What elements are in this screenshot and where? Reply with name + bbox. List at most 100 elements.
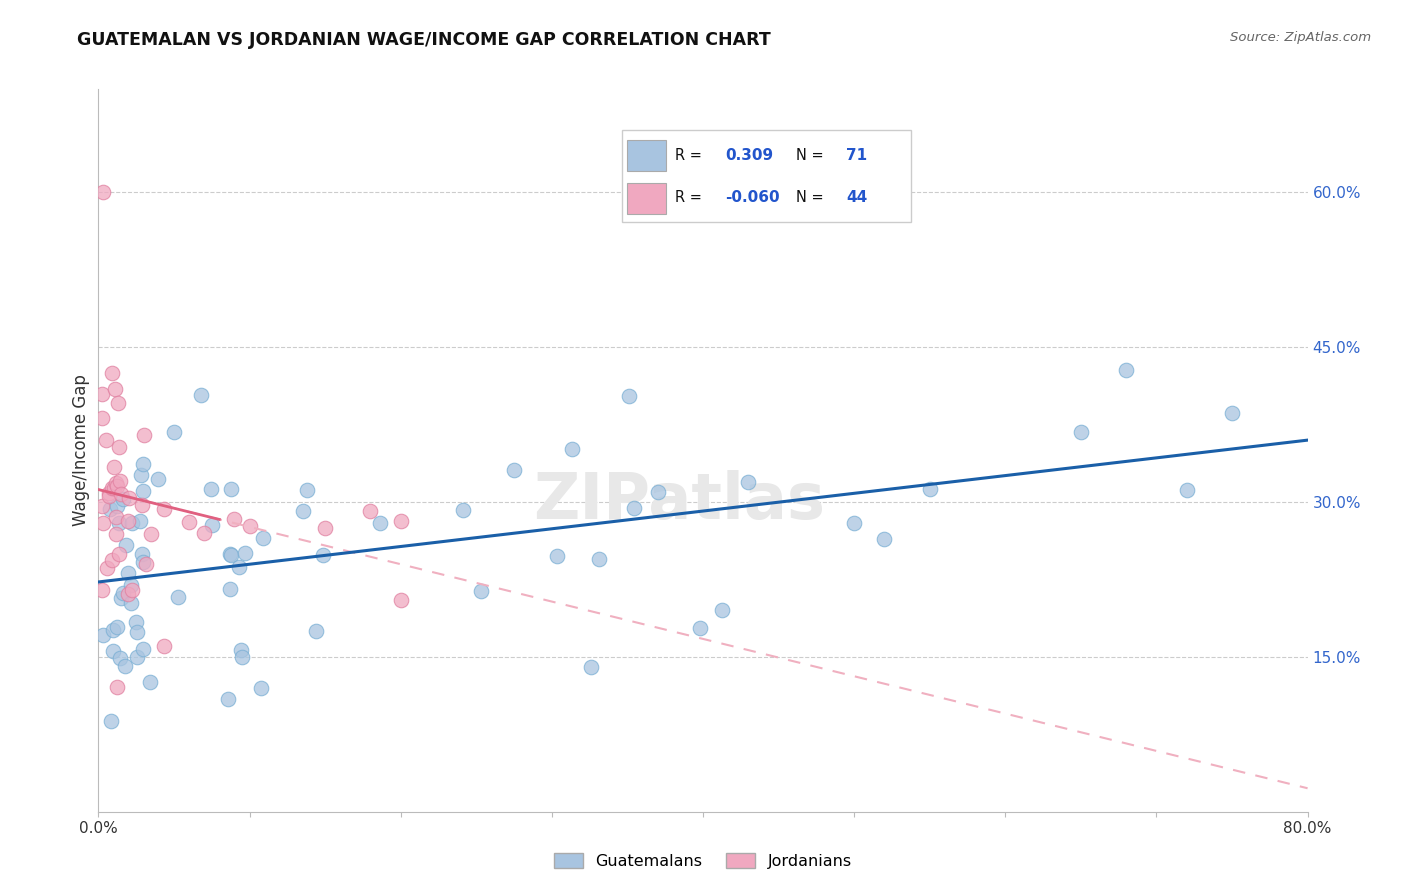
Point (1220, 406, 1243, 420)
Point (121, 516, 143, 530)
Point (1115, 363, 1137, 377)
Point (297, 483, 319, 497)
Point (110, 487, 132, 501)
Point (101, 366, 124, 380)
Point (114, 538, 136, 552)
Point (918, 482, 941, 496)
Point (117, 566, 139, 581)
Point (120, 577, 142, 591)
Point (104, 382, 127, 396)
Point (107, 396, 129, 410)
Text: 44: 44 (846, 190, 868, 205)
Point (368, 516, 391, 530)
Point (360, 504, 382, 518)
Point (470, 584, 492, 599)
Point (647, 485, 669, 500)
Point (121, 582, 143, 597)
FancyBboxPatch shape (627, 183, 666, 214)
Point (179, 516, 201, 530)
FancyBboxPatch shape (621, 130, 911, 222)
Point (218, 547, 240, 561)
Point (90, 387, 112, 401)
Text: 71: 71 (846, 147, 868, 162)
Text: Source: ZipAtlas.com: Source: ZipAtlas.com (1230, 31, 1371, 45)
Point (163, 425, 186, 439)
Point (305, 624, 328, 638)
Text: ZIPatlas: ZIPatlas (533, 470, 825, 532)
Point (91, 583, 114, 598)
Point (104, 527, 127, 541)
Text: R =: R = (675, 147, 706, 162)
Point (623, 500, 645, 515)
Point (135, 557, 157, 571)
Point (131, 483, 153, 498)
Point (546, 549, 568, 564)
Point (737, 475, 759, 489)
Point (217, 692, 239, 706)
Point (153, 640, 176, 654)
Point (132, 555, 155, 569)
Point (98, 486, 121, 500)
Point (503, 463, 526, 477)
Point (131, 457, 153, 471)
Point (112, 491, 135, 506)
Point (389, 515, 412, 529)
Point (193, 526, 215, 541)
Point (101, 481, 124, 495)
Point (389, 593, 412, 607)
Point (101, 552, 124, 566)
Text: R =: R = (675, 190, 706, 205)
Text: 0.309: 0.309 (725, 147, 773, 162)
Point (120, 596, 142, 610)
Point (249, 681, 271, 696)
Point (579, 659, 602, 673)
Point (314, 521, 336, 535)
Point (103, 644, 125, 658)
Point (132, 641, 155, 656)
Point (139, 527, 162, 541)
Point (127, 624, 149, 639)
Point (588, 551, 610, 566)
Point (117, 514, 139, 528)
Point (108, 440, 131, 454)
Point (219, 549, 242, 563)
Point (98, 489, 121, 503)
Point (129, 467, 152, 482)
Point (105, 479, 128, 493)
Point (201, 518, 224, 533)
Point (224, 512, 246, 526)
Point (114, 658, 136, 673)
Point (118, 491, 141, 505)
Point (105, 510, 128, 524)
Point (108, 650, 131, 665)
Point (129, 514, 152, 528)
FancyBboxPatch shape (627, 140, 666, 170)
Point (1175, 483, 1198, 497)
Point (110, 591, 132, 606)
Point (90, 499, 112, 513)
Point (229, 643, 252, 657)
Point (105, 499, 128, 513)
Point (561, 442, 583, 457)
Point (711, 603, 734, 617)
Point (103, 460, 125, 475)
Point (131, 547, 153, 561)
Point (231, 649, 253, 664)
Text: N =: N = (796, 190, 828, 205)
Point (190, 388, 212, 402)
Point (125, 615, 148, 629)
Point (252, 531, 274, 545)
Point (108, 475, 131, 489)
Point (873, 532, 896, 546)
Point (312, 548, 335, 562)
Point (112, 585, 135, 599)
Point (200, 483, 222, 497)
Point (105, 620, 128, 634)
Text: -0.060: -0.060 (725, 190, 779, 205)
Point (146, 471, 169, 485)
Point (98, 501, 121, 516)
Point (219, 482, 242, 496)
Point (689, 621, 711, 635)
Point (103, 481, 125, 495)
Point (100, 714, 122, 728)
